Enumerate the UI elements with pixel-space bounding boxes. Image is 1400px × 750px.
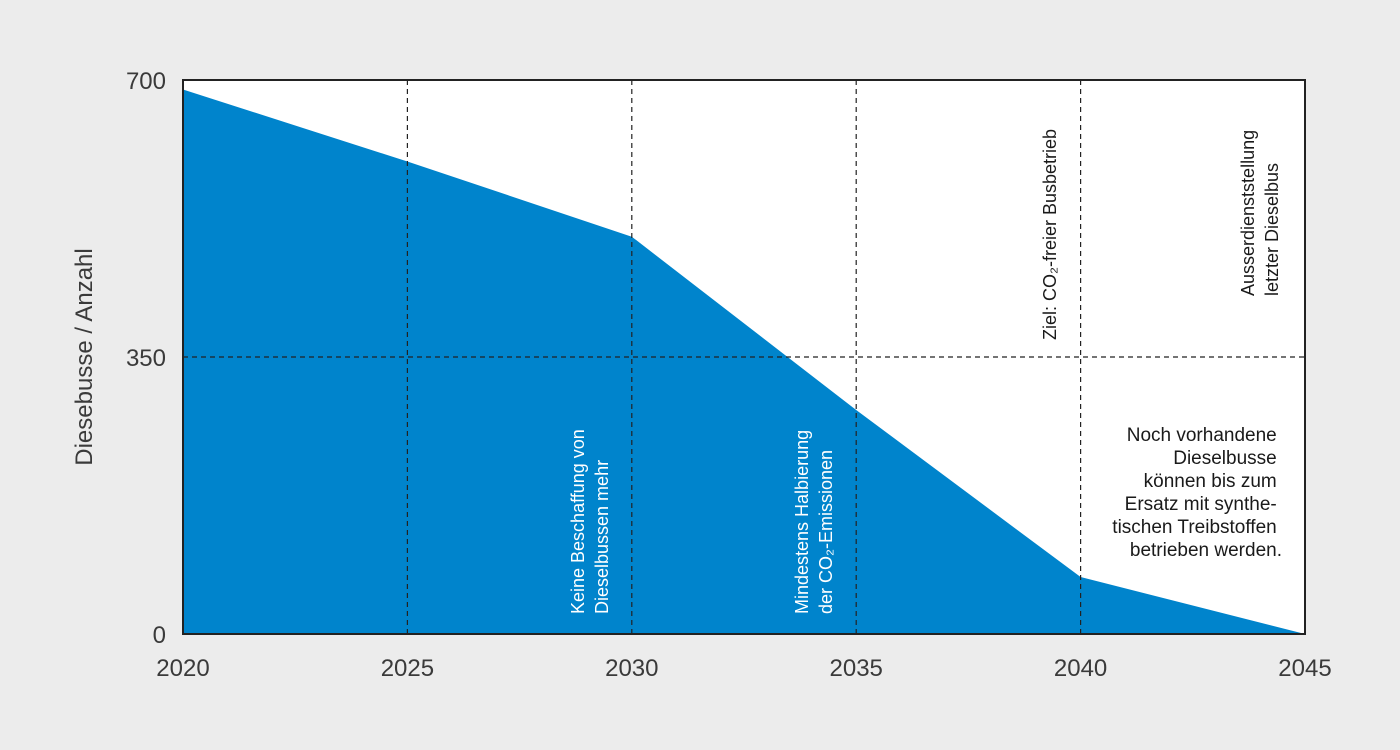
x-tick-2030: 2030 [605, 655, 658, 682]
annotation-2030-line-2: Dieselbussen mehr [592, 460, 612, 614]
note-line-4: Ersatz mit synthe- [1125, 494, 1277, 515]
annotation-2045-line-2: letzter Dieselbus [1262, 163, 1282, 296]
note-line-3: können bis zum [1144, 471, 1277, 492]
x-tick-2020: 2020 [156, 655, 209, 682]
x-tick-2025: 2025 [381, 655, 434, 682]
annotation-2030-line-1: Keine Beschaffung von [568, 429, 588, 614]
y-tick-0: 0 [153, 622, 166, 649]
annotation-2040: Ziel: CO₂-freier Busbetrieb [1040, 129, 1060, 340]
note-line-1: Noch vorhandene [1127, 425, 1277, 446]
x-tick-2045: 2045 [1278, 655, 1331, 682]
y-axis-label: Diesebusse / Anzahl [71, 248, 98, 465]
note-line-2: Dieselbusse [1173, 448, 1277, 469]
diesel-bus-area [183, 89, 1305, 635]
plot-frame [182, 79, 1306, 635]
annotation-2040-line-1: Ziel: CO₂-freier Busbetrieb [1040, 129, 1060, 340]
annotation-2045-line-1: Ausserdienststellung [1238, 130, 1258, 296]
note-line-6: betrieben werden. [1130, 540, 1282, 561]
note-text: Noch vorhandene Dieselbusse können bis z… [1112, 425, 1282, 561]
annotation-2035-line-1: Mindestens Halbierung [792, 430, 812, 614]
x-tick-2035: 2035 [830, 655, 883, 682]
x-tick-2040: 2040 [1054, 655, 1107, 682]
note-line-5: tischen Treibstoffen [1112, 517, 1276, 538]
annotation-2035: Mindestens Halbierung der CO₂-Emissionen [792, 425, 836, 614]
annotation-2045: Ausserdienststellung letzter Dieselbus [1238, 125, 1282, 296]
annotation-2030: Keine Beschaffung von Dieselbussen mehr [568, 424, 612, 614]
y-tick-350: 350 [126, 345, 166, 372]
annotation-2035-line-2: der CO₂-Emissionen [816, 450, 836, 614]
y-tick-700: 700 [126, 68, 166, 95]
